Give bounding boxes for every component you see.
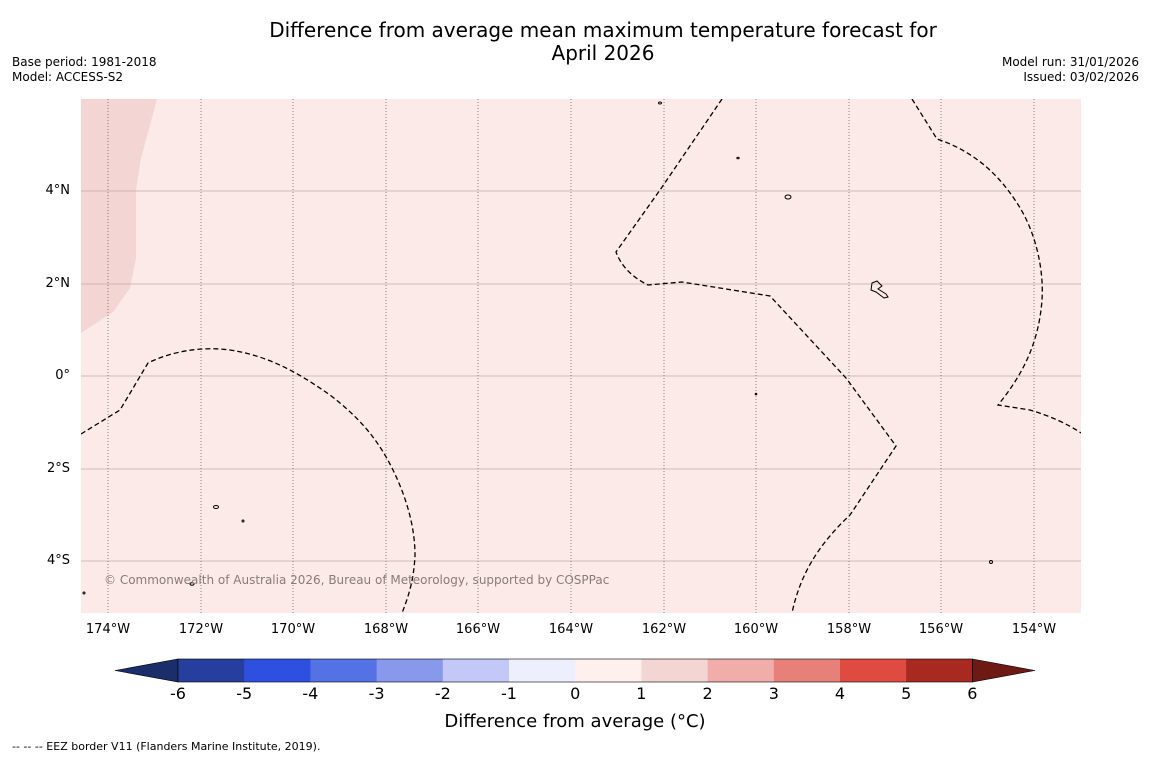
island-nukunonu [241, 519, 245, 523]
colorbar-tick-label: -2 [434, 684, 451, 703]
colorbar [114, 658, 1036, 683]
island-west-edge [82, 591, 86, 595]
lat-label-4n: 4°N [45, 183, 71, 198]
colorbar-tick-label: 1 [636, 684, 647, 703]
colorbar-frame [177, 658, 973, 683]
colorbar-segment [376, 659, 444, 682]
lon-label-156w: 156°W [918, 622, 964, 637]
lon-label-160w: 160°W [733, 622, 779, 637]
lon-label-172w: 172°W [178, 622, 224, 637]
colorbar-segment [310, 659, 378, 682]
copyright-notice: © Commonwealth of Australia 2026, Bureau… [104, 573, 610, 587]
colorbar-extend-low [114, 658, 179, 683]
colorbar-tick-label: -6 [170, 684, 186, 703]
lon-label-174w: 174°W [85, 622, 131, 637]
island-kiritimati [870, 280, 889, 299]
colorbar-tick-label: 4 [834, 684, 846, 703]
colorbar-tick-label: 2 [702, 684, 713, 703]
footer-legend: -- -- -- EEZ border V11 (Flanders Marine… [12, 740, 321, 753]
chart-title: Difference from average mean maximum tem… [0, 19, 1150, 65]
colorbar-extend-high [972, 658, 1036, 683]
colorbar-tick-label: 0 [570, 684, 581, 703]
colorbar-segment [773, 659, 841, 682]
title-line-2: April 2026 [551, 41, 655, 65]
colorbar-tick-label: 6 [967, 684, 978, 703]
islands [82, 101, 993, 595]
island-fakaofo [189, 582, 195, 586]
colorbar-segment [442, 659, 510, 682]
colorbar-segment [906, 659, 973, 682]
metadata-right: Model run: 31/01/2026 Issued: 03/02/2026 [1002, 55, 1139, 85]
model-name: Model: ACCESS-S2 [12, 70, 124, 84]
lon-label-154w: 154°W [1011, 622, 1057, 637]
lat-label-equator: 0° [55, 368, 70, 383]
map-background [81, 99, 1081, 613]
island-flint-area [989, 560, 993, 564]
colorbar-tick-label: 3 [768, 684, 779, 703]
lat-label-4s: 4°S [46, 553, 70, 568]
island-jarvis-area [784, 194, 792, 200]
eez-borders [81, 99, 1081, 613]
issued-date: Issued: 03/02/2026 [1023, 70, 1139, 84]
colorbar-segment [840, 659, 907, 682]
colorbar-segment [178, 659, 245, 682]
lon-label-168w: 168°W [363, 622, 409, 637]
colorbar-segment [509, 659, 576, 682]
colorbar-segment [641, 659, 709, 682]
lon-label-166w: 166°W [455, 622, 501, 637]
metadata-left: Base period: 1981-2018 Model: ACCESS-S2 [12, 55, 157, 85]
title-line-1: Difference from average mean maximum tem… [269, 18, 937, 42]
base-period: Base period: 1981-2018 [12, 55, 157, 69]
colorbar-segment [707, 659, 775, 682]
colorbar-title: Difference from average (°C) [444, 711, 706, 732]
lat-label-2s: 2°S [46, 461, 70, 476]
colorbar-segment [244, 659, 311, 682]
lon-label-164w: 164°W [548, 622, 594, 637]
warm-anomaly-region [81, 99, 157, 333]
colorbar-tick-label: -3 [368, 684, 385, 703]
eez-border-phoenix-line [615, 99, 897, 613]
colorbar-tick-label: -4 [302, 684, 319, 703]
model-run: Model run: 31/01/2026 [1001, 55, 1139, 69]
eez-border-line-islands [911, 99, 1081, 434]
lon-label-170w: 170°W [270, 622, 316, 637]
island-malden-area [754, 392, 758, 396]
lat-label-2n: 2°N [45, 276, 71, 291]
colorbar-tick-label: -1 [501, 684, 517, 703]
colorbar-tick-label: 5 [901, 684, 912, 703]
colorbar-segment [575, 659, 642, 682]
lon-label-162w: 162°W [641, 622, 687, 637]
eez-border-tokelau [81, 348, 416, 613]
colorbar-tick-label: -5 [236, 684, 253, 703]
latitude-gridlines [81, 190, 1081, 562]
island-atafu [213, 505, 219, 509]
lon-label-158w: 158°W [826, 622, 872, 637]
island-palmyra [736, 156, 740, 160]
island-kingman [658, 101, 662, 105]
